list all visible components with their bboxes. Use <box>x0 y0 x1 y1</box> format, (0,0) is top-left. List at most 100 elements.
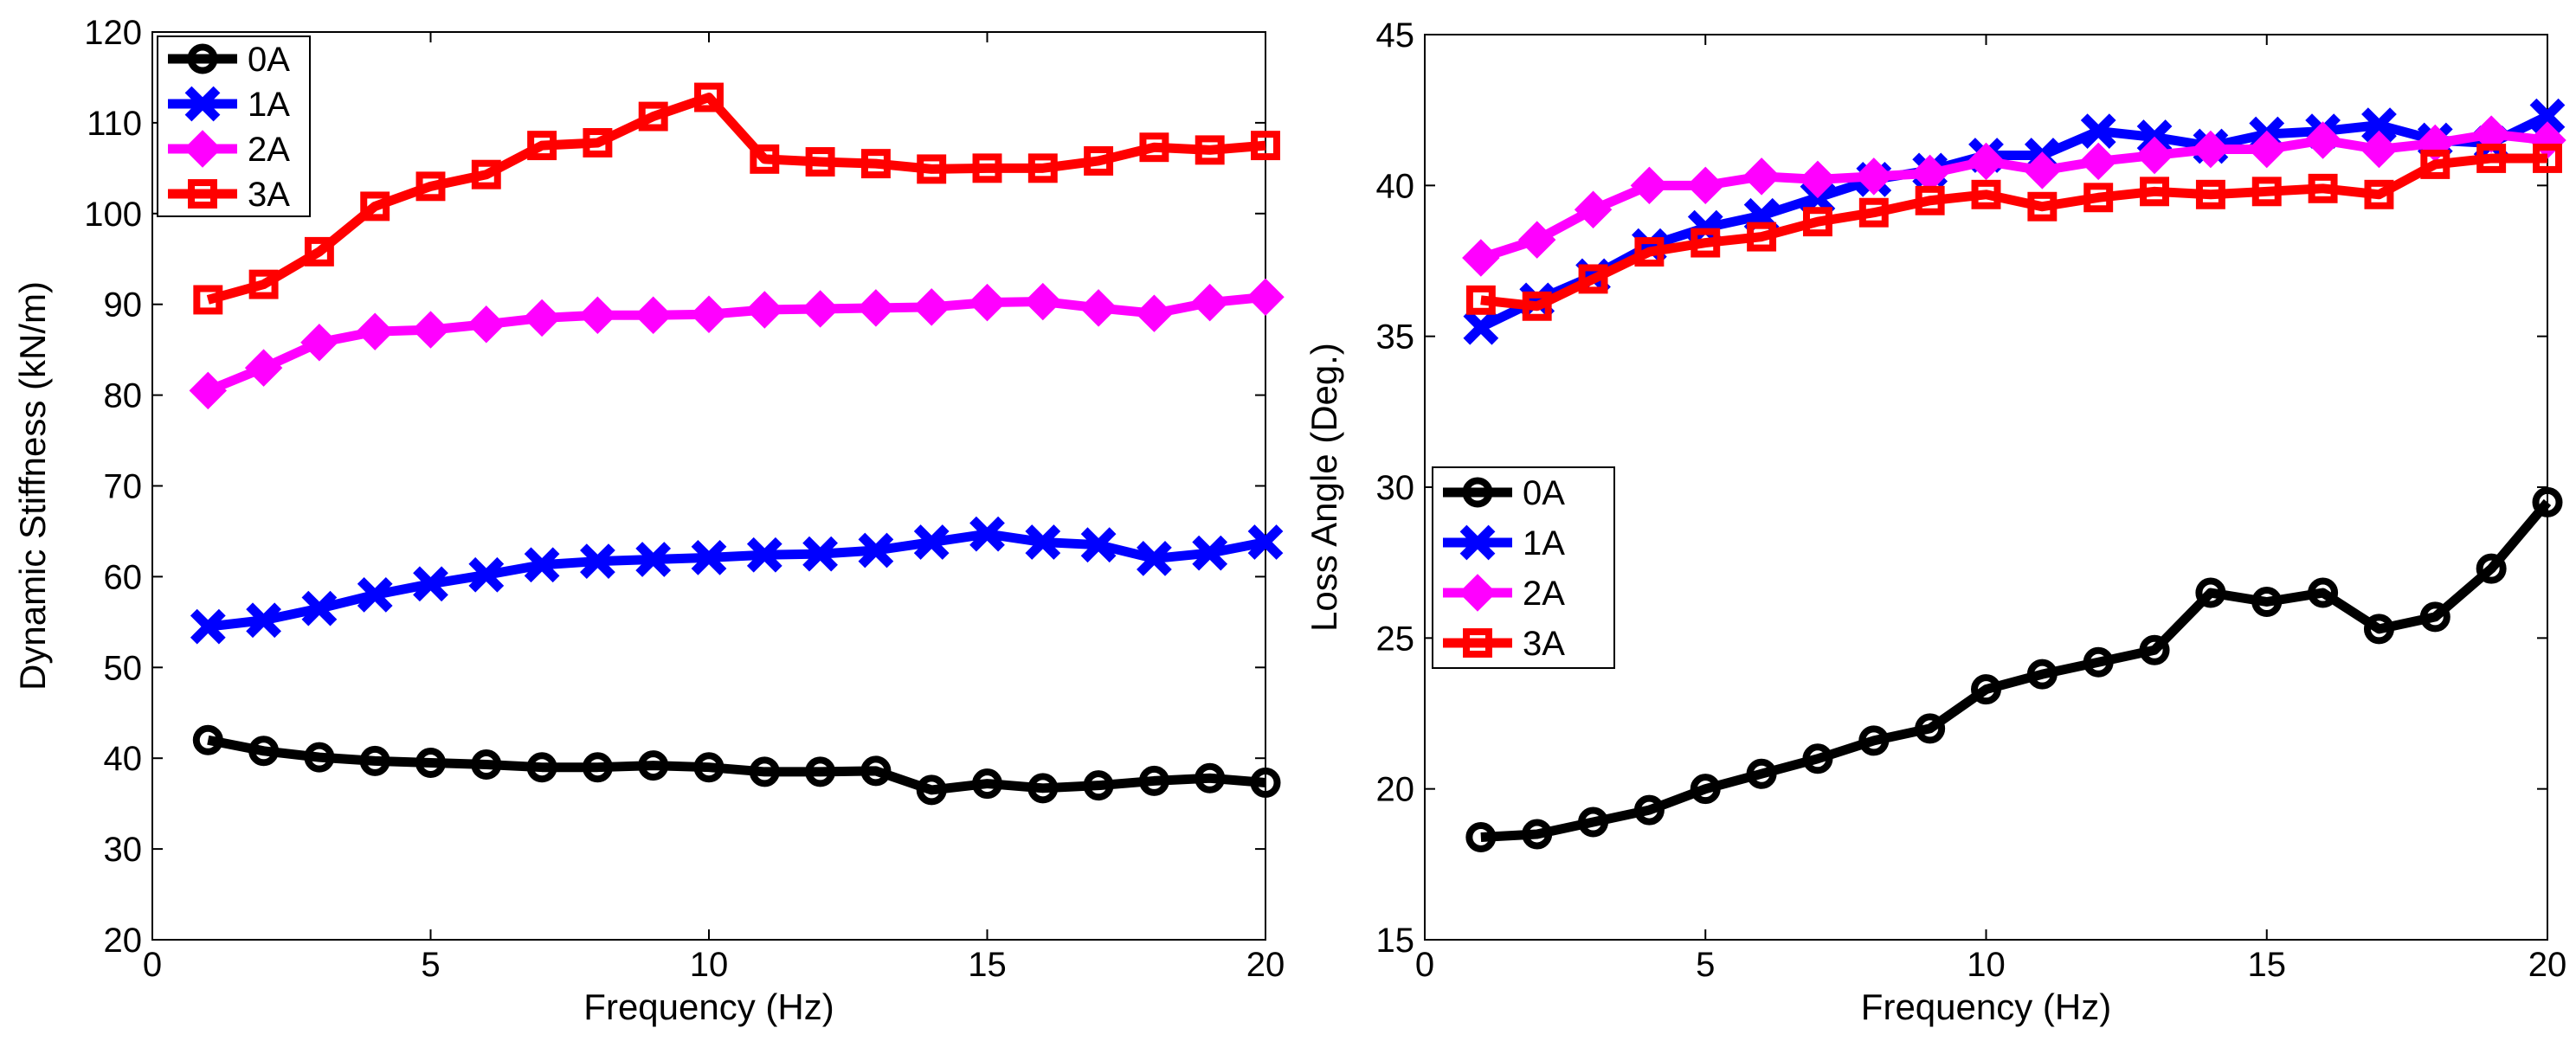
data-point-0A <box>1522 819 1553 850</box>
series-1A <box>190 516 1284 645</box>
data-point-2A <box>1135 294 1174 332</box>
legend-label-1A: 1A <box>1523 524 1565 562</box>
y-tick-label: 110 <box>87 105 142 143</box>
legend-label-2A: 2A <box>1523 575 1565 613</box>
data-point-0A <box>1971 674 2001 705</box>
x-tick-label: 0 <box>143 946 162 984</box>
data-point-3A <box>1465 285 1496 315</box>
x-tick-label: 0 <box>1415 946 1434 984</box>
series-line-1A <box>207 529 1267 632</box>
data-point-2A <box>968 283 1007 322</box>
data-point-2A <box>1246 278 1285 317</box>
data-point-2A <box>1686 166 1724 205</box>
data-point-2A <box>1799 160 1837 199</box>
data-point-1A <box>969 516 1005 552</box>
legend: 0A 1A 2A 3A <box>157 35 311 217</box>
x-tick-label: 5 <box>1696 946 1715 984</box>
data-point-2A <box>690 295 728 333</box>
data-point-1A <box>802 536 838 572</box>
data-point-3A <box>248 269 279 299</box>
y-tick-label: 50 <box>104 649 143 687</box>
data-point-3A <box>750 144 780 174</box>
x-tick-label: 20 <box>2528 946 2567 984</box>
data-point-2A <box>578 296 617 335</box>
data-point-3A <box>527 131 557 161</box>
data-point-2A <box>1517 221 1556 259</box>
x-tick-label: 20 <box>1246 946 1285 984</box>
legend-label-2A: 2A <box>248 131 290 169</box>
data-point-3A <box>1195 135 1225 165</box>
data-point-3A <box>2308 173 2338 203</box>
legend-marker-2A <box>184 130 222 168</box>
data-point-3A <box>1578 264 1608 294</box>
data-point-1A <box>746 537 782 573</box>
data-point-1A <box>246 602 281 639</box>
data-point-0A <box>2251 586 2283 617</box>
data-point-1A <box>691 539 727 575</box>
legend-box <box>1432 466 1615 669</box>
legend-label-3A: 3A <box>1523 625 1565 663</box>
data-point-1A <box>1025 524 1061 560</box>
y-tick-label: 70 <box>104 468 143 506</box>
data-point-3A <box>360 191 390 222</box>
data-point-0A <box>1690 774 1721 805</box>
series-3A <box>1465 143 2562 321</box>
legend-marker-0A <box>187 43 218 74</box>
y-tick-label: 30 <box>104 831 143 869</box>
data-point-2A <box>244 349 283 387</box>
data-point-0A <box>916 774 947 806</box>
data-point-2A <box>2303 121 2342 159</box>
y-tick-label: 60 <box>104 558 143 596</box>
series-0A <box>1465 486 2563 852</box>
y-tick-label: 25 <box>1376 620 1415 658</box>
data-point-1A <box>635 542 672 577</box>
y-tick-label: 80 <box>104 377 143 415</box>
data-point-2A <box>2079 142 2117 181</box>
data-point-2A <box>356 312 394 350</box>
data-point-1A <box>1247 524 1284 560</box>
data-point-0A <box>693 752 724 783</box>
data-point-0A <box>1802 743 1833 774</box>
data-point-0A <box>248 736 280 767</box>
data-point-0A <box>471 749 502 781</box>
data-point-2A <box>467 305 506 344</box>
data-point-2A <box>189 371 228 410</box>
data-point-0A <box>860 755 892 787</box>
data-point-3A <box>972 153 1002 183</box>
y-tick-label: 15 <box>1376 922 1415 960</box>
data-point-1A <box>413 566 448 602</box>
data-point-1A <box>1080 527 1117 563</box>
data-point-1A <box>1192 535 1228 571</box>
data-point-3A <box>1084 145 1114 176</box>
legend-marker-3A <box>188 179 217 209</box>
chart-panel-1: 0 5 10 15 20 20 30 40 50 60 70 80 90 100 110 120 Frequen… <box>12 14 1285 1027</box>
data-point-0A <box>1858 725 1890 756</box>
data-point-3A <box>583 128 613 157</box>
data-point-3A <box>2140 177 2170 207</box>
data-point-0A <box>638 750 669 781</box>
data-point-2A <box>300 324 338 362</box>
legend-marker-2A <box>1459 574 1497 612</box>
data-point-3A <box>694 82 724 112</box>
data-point-2A <box>2248 130 2286 169</box>
data-point-0A <box>1083 770 1114 801</box>
data-point-0A <box>2083 646 2114 678</box>
data-point-3A <box>1139 132 1169 163</box>
data-point-2A <box>1574 190 1613 228</box>
legend-label-0A: 0A <box>1523 474 1565 512</box>
data-point-2A <box>411 311 450 349</box>
legend-label-0A: 0A <box>248 41 290 79</box>
data-point-3A <box>2027 191 2058 222</box>
x-tick-label: 10 <box>690 946 729 984</box>
y-axis-label: Loss Angle (Deg.) <box>1304 343 1344 632</box>
y-tick-label: 30 <box>1376 469 1415 507</box>
data-point-2A <box>801 290 840 328</box>
x-tick-label: 15 <box>2248 946 2287 984</box>
data-point-0A <box>1633 794 1665 826</box>
data-point-3A <box>917 154 947 184</box>
data-point-3A <box>415 171 446 202</box>
data-point-0A <box>582 752 613 783</box>
data-point-1A <box>524 547 560 583</box>
y-tick-label: 100 <box>84 196 142 234</box>
data-point-0A <box>1138 765 1169 796</box>
